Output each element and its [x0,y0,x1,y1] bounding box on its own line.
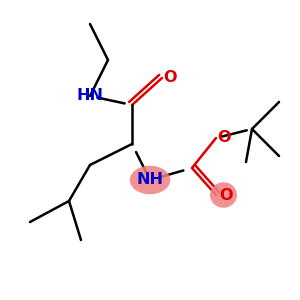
Text: O: O [220,188,233,202]
Text: NH: NH [136,172,164,188]
Ellipse shape [210,182,237,208]
Ellipse shape [130,166,170,194]
Text: HN: HN [76,88,103,104]
Text: O: O [163,70,176,86]
Text: O: O [217,130,230,146]
